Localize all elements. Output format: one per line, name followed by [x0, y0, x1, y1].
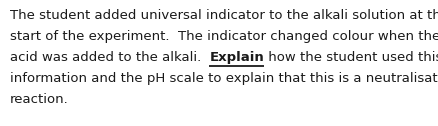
Text: start of the experiment.  The indicator changed colour when the: start of the experiment. The indicator c… — [10, 30, 438, 43]
Text: how the student used this: how the student used this — [264, 51, 438, 64]
Text: The student added universal indicator to the alkali solution at the: The student added universal indicator to… — [10, 9, 438, 22]
Text: reaction.: reaction. — [10, 93, 68, 106]
Text: Explain: Explain — [209, 51, 264, 64]
Text: information and the pH scale to explain that this is a neutralisation: information and the pH scale to explain … — [10, 72, 438, 85]
Text: acid was added to the alkali.: acid was added to the alkali. — [10, 51, 209, 64]
